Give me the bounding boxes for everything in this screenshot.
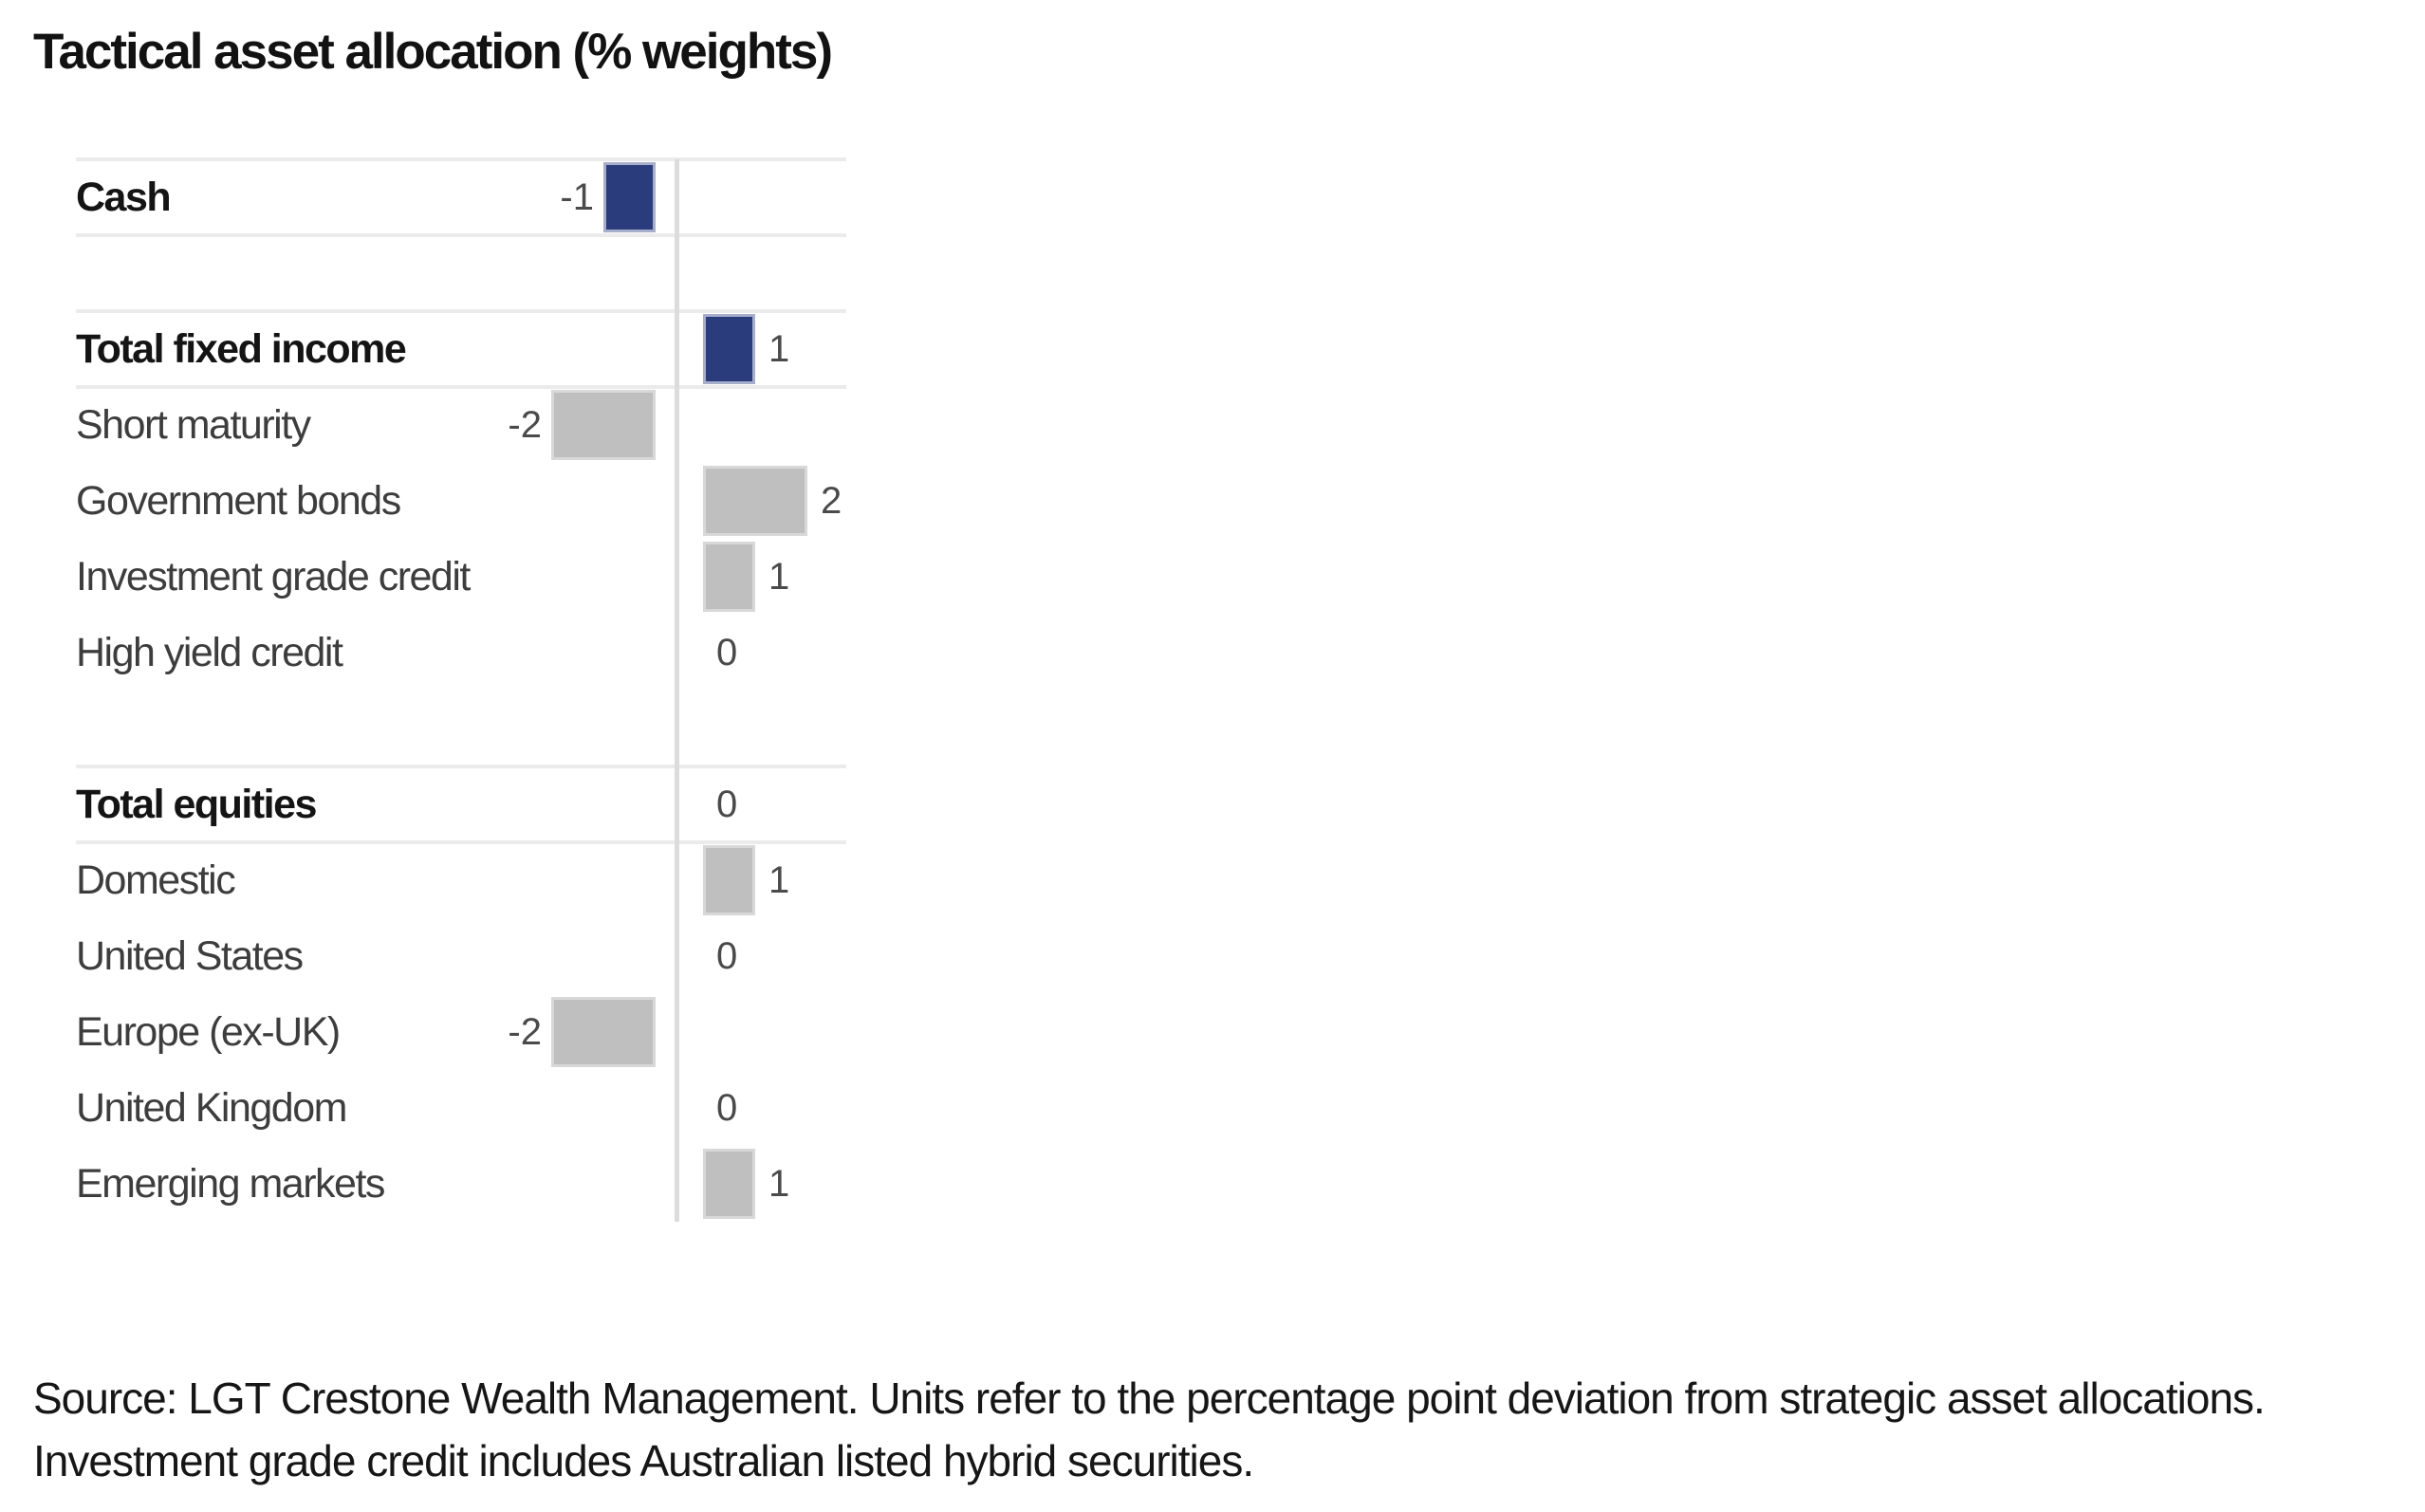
chart-title: Tactical asset allocation (% weights) — [33, 24, 833, 80]
gridline — [76, 840, 846, 844]
value-label: 0 — [716, 632, 738, 673]
row-label: High yield credit — [76, 630, 343, 675]
gridline — [76, 309, 846, 313]
chart-row: Total equities 0 — [76, 766, 846, 842]
bar — [703, 466, 807, 536]
row-label: Europe (ex-UK) — [76, 1009, 341, 1055]
row-label: United Kingdom — [76, 1085, 347, 1131]
row-label: Investment grade credit — [76, 554, 471, 599]
chart-row: Short maturity -2 — [76, 387, 846, 463]
source-note: Source: LGT Crestone Wealth Management. … — [33, 1367, 2405, 1492]
highlight-bar — [703, 314, 755, 384]
bar — [703, 845, 755, 915]
row-label: Government bonds — [76, 478, 401, 524]
source-note-line-2: Investment grade credit includes Austral… — [33, 1436, 1254, 1485]
value-label: 0 — [716, 784, 738, 825]
zero-axis-line — [675, 159, 679, 1222]
gridline — [76, 233, 846, 237]
row-label: Short maturity — [76, 402, 311, 448]
bar — [703, 1149, 755, 1219]
row-label: United States — [76, 933, 304, 979]
value-label: 0 — [716, 1087, 738, 1129]
chart-row: Cash -1 — [76, 159, 846, 235]
value-label: -2 — [508, 1011, 542, 1053]
row-label: Cash — [76, 175, 172, 220]
value-label: 2 — [821, 480, 842, 522]
row-label: Total fixed income — [76, 326, 407, 372]
gridline — [76, 157, 846, 161]
row-label: Domestic — [76, 857, 236, 903]
row-label: Emerging markets — [76, 1161, 385, 1207]
chart-row: United Kingdom 0 — [76, 1070, 846, 1146]
chart-row: Total fixed income 1 — [76, 311, 846, 387]
value-label: 1 — [768, 1163, 790, 1205]
chart-row: Government bonds 2 — [76, 463, 846, 539]
chart-row: Emerging markets 1 — [76, 1146, 846, 1222]
source-note-line-1: Source: LGT Crestone Wealth Management. … — [33, 1374, 2266, 1423]
allocation-chart: Cash -1 Total fixed income 1 Short maturity -… — [76, 157, 846, 1222]
chart-row: Europe (ex-UK) -2 — [76, 994, 846, 1070]
value-label: 0 — [716, 935, 738, 977]
chart-row: Investment grade credit 1 — [76, 539, 846, 615]
value-label: 1 — [768, 328, 790, 370]
bar — [551, 390, 656, 460]
gridline — [76, 765, 846, 768]
chart-row: United States 0 — [76, 918, 846, 994]
value-label: 1 — [768, 859, 790, 901]
chart-row: High yield credit 0 — [76, 615, 846, 691]
bar — [703, 542, 755, 612]
row-label: Total equities — [76, 782, 317, 827]
bar — [551, 997, 656, 1067]
gridline — [76, 385, 846, 389]
value-label: -1 — [560, 176, 594, 218]
chart-row: Domestic 1 — [76, 842, 846, 918]
value-label: 1 — [768, 556, 790, 598]
highlight-bar — [603, 162, 656, 232]
value-label: -2 — [508, 404, 542, 446]
